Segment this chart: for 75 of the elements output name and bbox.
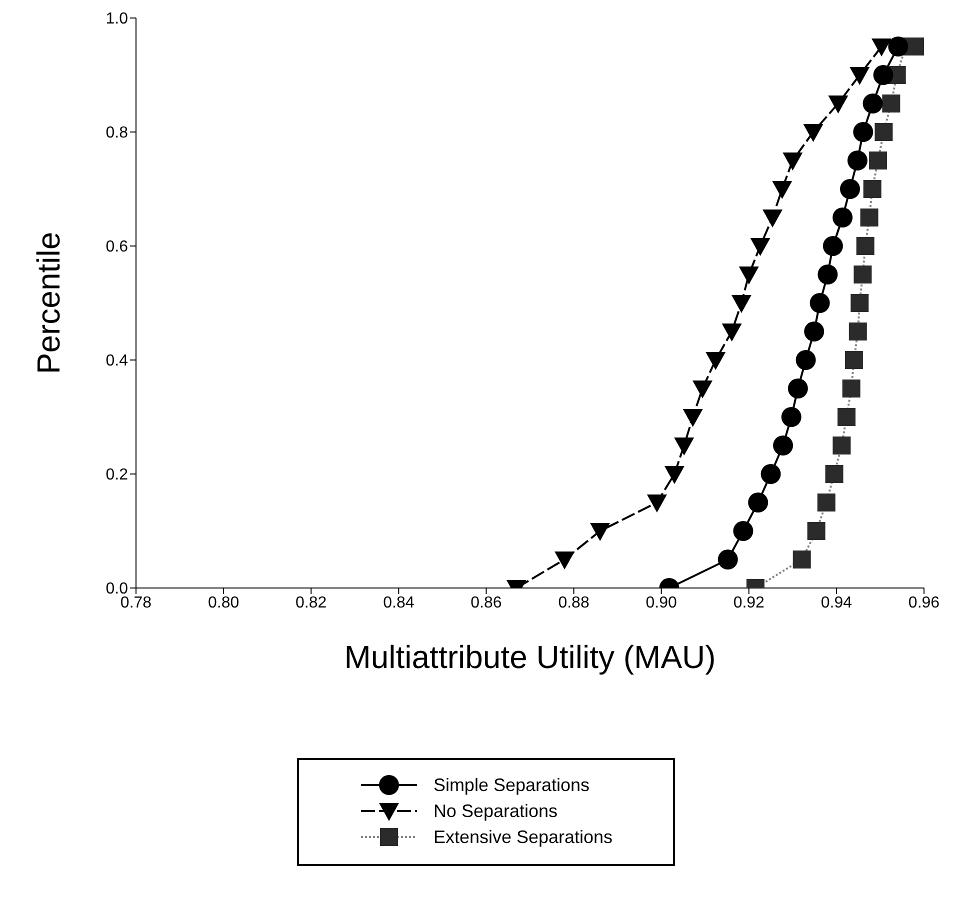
point xyxy=(664,466,684,484)
point xyxy=(773,436,794,456)
point xyxy=(731,295,752,313)
y-tick-label: 1.0 xyxy=(106,10,128,28)
point xyxy=(760,464,781,484)
point xyxy=(825,465,844,483)
point xyxy=(873,65,894,85)
x-tick-label: 0.88 xyxy=(558,594,590,612)
y-tick-label: 0.2 xyxy=(106,466,128,484)
point xyxy=(750,238,770,256)
legend-label: Simple Separations xyxy=(433,774,590,796)
point xyxy=(646,494,667,512)
point xyxy=(822,236,843,256)
point xyxy=(838,408,856,426)
x-tick-label: 0.78 xyxy=(120,594,152,612)
point xyxy=(674,438,694,456)
point xyxy=(792,550,811,568)
point xyxy=(804,322,824,342)
y-axis-title: Percentile xyxy=(30,232,66,374)
point xyxy=(781,407,802,427)
point xyxy=(888,36,908,56)
point xyxy=(840,179,860,199)
point xyxy=(874,123,893,141)
point xyxy=(692,380,712,398)
point xyxy=(863,180,882,198)
y-tick-label: 0.6 xyxy=(106,238,128,256)
point xyxy=(872,38,892,56)
point xyxy=(882,94,900,112)
point xyxy=(810,293,830,313)
point xyxy=(818,264,838,284)
point xyxy=(718,550,738,570)
point xyxy=(817,494,836,512)
x-tick-label: 0.94 xyxy=(820,594,852,612)
point xyxy=(862,94,883,114)
x-tick-label: 0.92 xyxy=(733,594,765,612)
point xyxy=(803,124,824,142)
x-tick-label: 0.86 xyxy=(470,594,502,612)
point xyxy=(842,380,860,398)
point xyxy=(832,436,851,454)
point xyxy=(844,351,863,369)
point xyxy=(850,294,869,312)
point xyxy=(782,152,803,170)
x-tick-label: 0.90 xyxy=(646,594,678,612)
point xyxy=(850,67,870,85)
point xyxy=(847,150,868,170)
point xyxy=(722,324,742,342)
x-axis-title: Multiattribute Utility (MAU) xyxy=(344,639,716,675)
point xyxy=(554,552,575,570)
point xyxy=(762,210,783,228)
point xyxy=(807,522,826,540)
point xyxy=(590,523,610,541)
point xyxy=(854,266,872,284)
point xyxy=(848,322,867,340)
legend-label: Extensive Separations xyxy=(433,826,613,848)
point xyxy=(738,266,759,284)
y-tick-label: 0.8 xyxy=(106,124,128,142)
point xyxy=(788,378,808,398)
point xyxy=(748,492,768,512)
point xyxy=(796,350,816,370)
point xyxy=(832,208,853,228)
point xyxy=(860,208,878,226)
y-tick-label: 0.4 xyxy=(106,352,128,370)
point xyxy=(772,181,792,199)
point xyxy=(706,352,726,370)
point xyxy=(856,237,874,255)
legend-label: No Separations xyxy=(433,800,558,822)
point xyxy=(733,521,754,541)
x-tick-label: 0.84 xyxy=(383,594,414,612)
x-tick-label: 0.82 xyxy=(296,594,327,612)
point xyxy=(853,122,874,142)
point xyxy=(828,96,848,114)
point xyxy=(682,409,703,427)
x-tick-label: 0.80 xyxy=(208,594,240,612)
point xyxy=(869,152,888,170)
x-tick-label: 0.96 xyxy=(908,594,940,612)
